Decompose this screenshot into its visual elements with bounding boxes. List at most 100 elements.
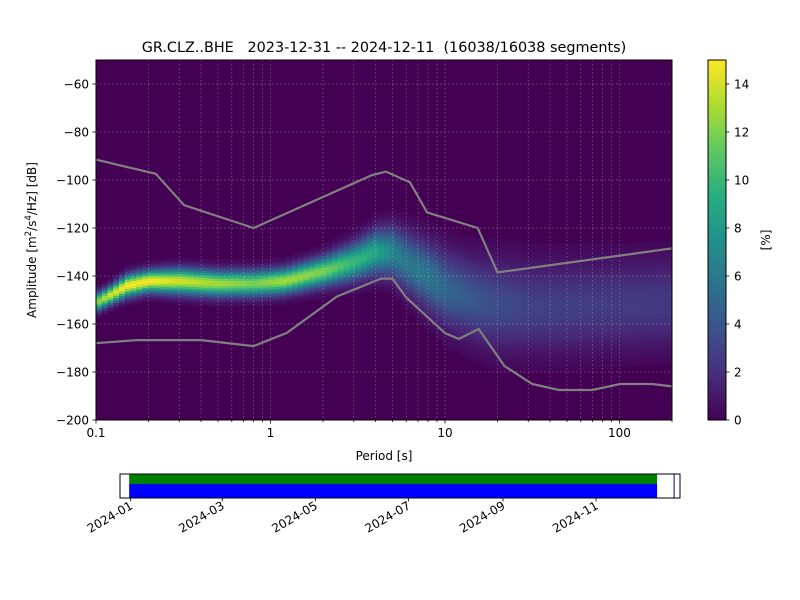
heatmap-cell	[372, 289, 379, 293]
heatmap-cell	[666, 248, 672, 252]
heatmap-cell	[476, 257, 483, 261]
heatmap-cell	[493, 322, 500, 325]
heatmap-cell	[430, 270, 437, 274]
heatmap-cell	[528, 320, 535, 324]
heatmap-cell	[159, 288, 166, 292]
heatmap-cell	[539, 270, 546, 273]
heatmap-cell	[199, 272, 207, 276]
heatmap-cell	[625, 355, 633, 359]
heatmap-cell	[424, 324, 431, 328]
heatmap-cell	[412, 279, 420, 283]
heatmap-cell	[430, 249, 437, 252]
heatmap-cell	[487, 342, 495, 346]
heatmap-cell	[556, 322, 564, 326]
heatmap-cell	[355, 233, 362, 237]
heatmap-cell	[539, 291, 546, 295]
heatmap-cell	[533, 270, 541, 273]
heatmap-cell	[539, 361, 546, 364]
heatmap-cell	[493, 259, 500, 263]
heatmap-cell	[504, 323, 512, 327]
heatmap-cell	[481, 301, 489, 305]
heatmap-cell	[579, 300, 587, 304]
heatmap-cell	[268, 260, 276, 263]
heatmap-cell	[395, 277, 402, 281]
heatmap-cell	[176, 297, 183, 301]
heatmap-cell	[424, 290, 431, 294]
heatmap-cell	[136, 298, 143, 302]
heatmap-cell	[211, 304, 218, 308]
heatmap-cell	[199, 299, 207, 302]
heatmap-cell	[666, 303, 672, 307]
heatmap-cell	[493, 360, 500, 364]
heatmap-cell	[602, 261, 610, 264]
heatmap-cell	[424, 281, 431, 284]
heatmap-cell	[591, 352, 598, 356]
heatmap-cell	[545, 301, 552, 304]
heatmap-cell	[453, 267, 460, 271]
heatmap-cell	[631, 264, 639, 268]
heatmap-cell	[170, 287, 178, 291]
heatmap-cell	[366, 256, 374, 260]
heatmap-cell	[487, 366, 495, 370]
heatmap-cell	[142, 292, 149, 296]
heatmap-cell	[303, 272, 310, 276]
heatmap-cell	[522, 363, 529, 367]
heatmap-cell	[343, 232, 351, 235]
heatmap-cell	[389, 222, 397, 226]
heatmap-cell	[487, 333, 495, 337]
heatmap-cell	[551, 325, 558, 328]
heatmap-cell	[441, 233, 448, 237]
heatmap-cell	[101, 307, 109, 311]
heatmap-cell	[481, 270, 489, 273]
heatmap-cell	[585, 360, 592, 364]
heatmap-cell	[574, 327, 581, 330]
heatmap-cell	[499, 337, 506, 341]
heatmap-cell	[314, 273, 322, 277]
heatmap-cell	[493, 367, 500, 371]
heatmap-cell	[222, 261, 230, 265]
heatmap-cell	[199, 260, 207, 264]
heatmap-cell	[499, 368, 506, 372]
heatmap-cell	[153, 292, 160, 296]
heatmap-cell	[643, 316, 650, 320]
heatmap-cell	[234, 271, 241, 274]
heatmap-cell	[574, 353, 581, 357]
heatmap-cell	[620, 274, 627, 278]
heatmap-cell	[643, 321, 650, 325]
heatmap-cell	[193, 260, 201, 264]
heatmap-cell	[568, 279, 575, 283]
heatmap-cell	[441, 305, 448, 309]
heatmap-cell	[470, 321, 477, 325]
heatmap-cell	[182, 261, 189, 265]
heatmap-cell	[551, 330, 558, 333]
heatmap-cell	[510, 333, 518, 337]
heatmap-cell	[263, 275, 270, 278]
heatmap-cell	[314, 278, 322, 281]
heatmap-cell	[504, 263, 512, 267]
heatmap-cell	[418, 241, 425, 245]
heatmap-cell	[660, 337, 667, 341]
heatmap-cell	[643, 256, 650, 260]
heatmap-cell	[493, 295, 500, 299]
heatmap-cell	[159, 290, 166, 294]
heatmap-cell	[424, 288, 431, 292]
heatmap-cell	[159, 300, 166, 304]
heatmap-cell	[464, 257, 471, 261]
heatmap-cell	[245, 261, 253, 265]
heatmap-cell	[314, 266, 322, 269]
heatmap-cell	[476, 341, 483, 345]
heatmap-cell	[435, 260, 443, 264]
heatmap-cell	[528, 308, 535, 312]
heatmap-cell	[378, 262, 385, 266]
heatmap-cell	[562, 313, 569, 316]
heatmap-cell	[602, 323, 610, 327]
heatmap-cell	[245, 271, 253, 274]
heatmap-cell	[654, 309, 662, 312]
heatmap-cell	[401, 265, 408, 268]
y-tick-label: −180	[56, 365, 89, 379]
heatmap-cell	[476, 312, 483, 316]
heatmap-cell	[430, 333, 437, 336]
heatmap-cell	[562, 366, 569, 369]
heatmap-cell	[435, 334, 443, 338]
heatmap-cell	[660, 263, 667, 266]
